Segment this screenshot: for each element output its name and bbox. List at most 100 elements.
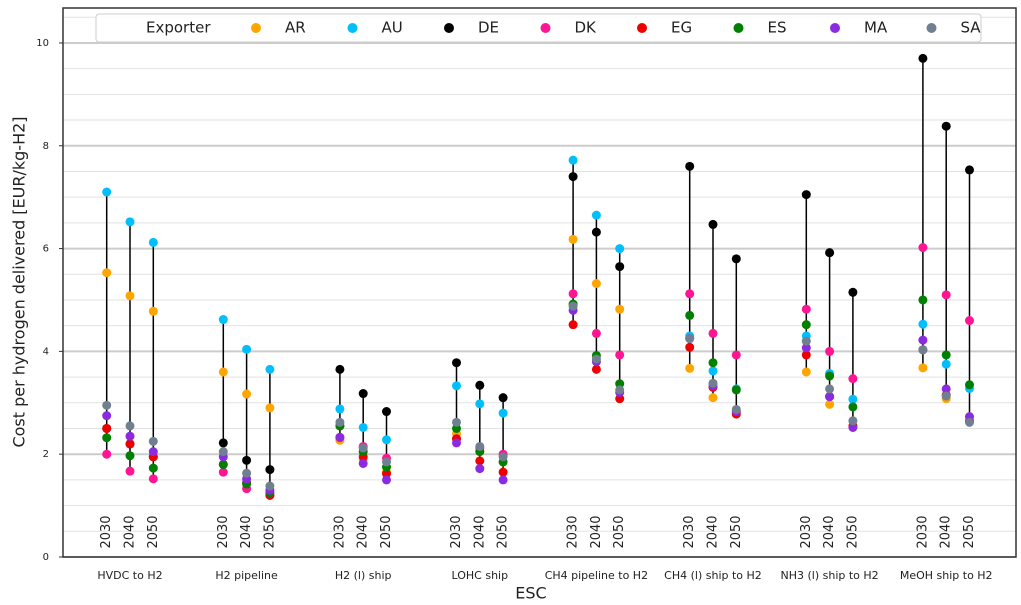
dot xyxy=(265,465,275,475)
dot xyxy=(685,363,695,373)
year-label: 2040 xyxy=(123,515,138,548)
year-label: 2030 xyxy=(99,515,114,548)
year-label: 2050 xyxy=(729,515,744,548)
year-label: 2040 xyxy=(822,515,837,548)
legend-label: SA xyxy=(961,19,982,37)
dot xyxy=(918,363,928,373)
dot xyxy=(148,447,158,457)
legend-label: AU xyxy=(382,19,403,37)
dot xyxy=(848,402,858,412)
y-tick-label: 4 xyxy=(43,346,49,357)
dot xyxy=(382,435,391,445)
dot xyxy=(218,467,228,477)
y-tick-label: 2 xyxy=(43,449,49,460)
legend-marker xyxy=(444,23,454,33)
dot xyxy=(242,455,252,465)
dot xyxy=(335,417,345,427)
dot xyxy=(825,371,835,381)
dot xyxy=(708,328,718,338)
dot xyxy=(591,354,601,364)
y-axis-title: Cost per hydrogen delivered [EUR/kg-H2] xyxy=(10,116,29,447)
dot xyxy=(475,399,485,409)
dot xyxy=(615,304,625,314)
dot xyxy=(848,287,858,297)
dot xyxy=(148,474,158,484)
dot xyxy=(452,438,461,448)
dot xyxy=(848,416,858,426)
dot xyxy=(475,464,485,474)
dot xyxy=(591,364,601,374)
dot xyxy=(335,364,345,374)
dot xyxy=(801,190,811,200)
legend-label: DE xyxy=(478,19,499,37)
legend-label: MA xyxy=(864,19,888,37)
dot xyxy=(941,384,951,394)
year-label: 2040 xyxy=(706,515,721,548)
dot xyxy=(452,417,461,427)
dot xyxy=(615,244,625,254)
year-label: 2030 xyxy=(566,515,581,548)
dot xyxy=(801,350,811,360)
dot xyxy=(568,289,578,299)
dot xyxy=(148,237,158,247)
year-label: 2030 xyxy=(915,515,930,548)
dot xyxy=(242,468,252,478)
dot xyxy=(452,381,461,391)
dot xyxy=(591,279,601,289)
dot xyxy=(102,411,112,421)
dot xyxy=(918,243,928,253)
dot xyxy=(708,378,718,388)
dot xyxy=(731,254,741,264)
x-tick-label: MeOH ship to H2 xyxy=(900,569,993,582)
dot xyxy=(825,399,835,409)
year-label: 2030 xyxy=(682,515,697,548)
dot xyxy=(941,359,951,369)
dot xyxy=(568,320,578,330)
dot xyxy=(848,394,858,404)
dot xyxy=(591,227,601,237)
x-tick-label: NH3 (l) ship to H2 xyxy=(781,569,879,582)
year-label: 2050 xyxy=(962,515,977,548)
dot xyxy=(918,319,928,329)
dot xyxy=(848,422,858,432)
dot xyxy=(825,346,835,356)
dot xyxy=(825,392,835,402)
dot xyxy=(708,366,718,376)
dot xyxy=(242,344,252,354)
dot xyxy=(801,336,811,346)
dot xyxy=(335,432,345,442)
year-label: 2030 xyxy=(799,515,814,548)
x-tick-label: LOHC ship xyxy=(452,569,509,582)
legend-marker xyxy=(347,23,358,33)
dot xyxy=(708,393,718,403)
plot-frame xyxy=(62,7,1017,558)
x-tick-label: HVDC to H2 xyxy=(97,569,162,582)
dot xyxy=(475,380,485,390)
dot xyxy=(218,447,228,457)
y-tick-label: 0 xyxy=(43,552,49,563)
dot xyxy=(685,334,695,344)
dot xyxy=(801,367,811,377)
dot xyxy=(615,350,625,360)
dot xyxy=(615,262,625,272)
dot xyxy=(848,374,858,384)
dot xyxy=(918,345,928,355)
dot xyxy=(382,407,391,417)
year-label: 2050 xyxy=(612,515,627,548)
legend-label: AR xyxy=(285,19,306,37)
year-label: 2040 xyxy=(472,515,487,548)
dot xyxy=(825,384,835,394)
dot xyxy=(825,248,835,258)
dot xyxy=(918,295,928,305)
year-label: 2050 xyxy=(845,515,860,548)
dot xyxy=(591,328,601,338)
dot xyxy=(731,350,741,360)
dot xyxy=(218,315,228,325)
year-label: 2030 xyxy=(216,515,231,548)
x-tick-label: H2 (l) ship xyxy=(335,569,392,582)
dot xyxy=(941,350,951,360)
year-label: 2040 xyxy=(356,515,371,548)
dot xyxy=(218,438,228,448)
